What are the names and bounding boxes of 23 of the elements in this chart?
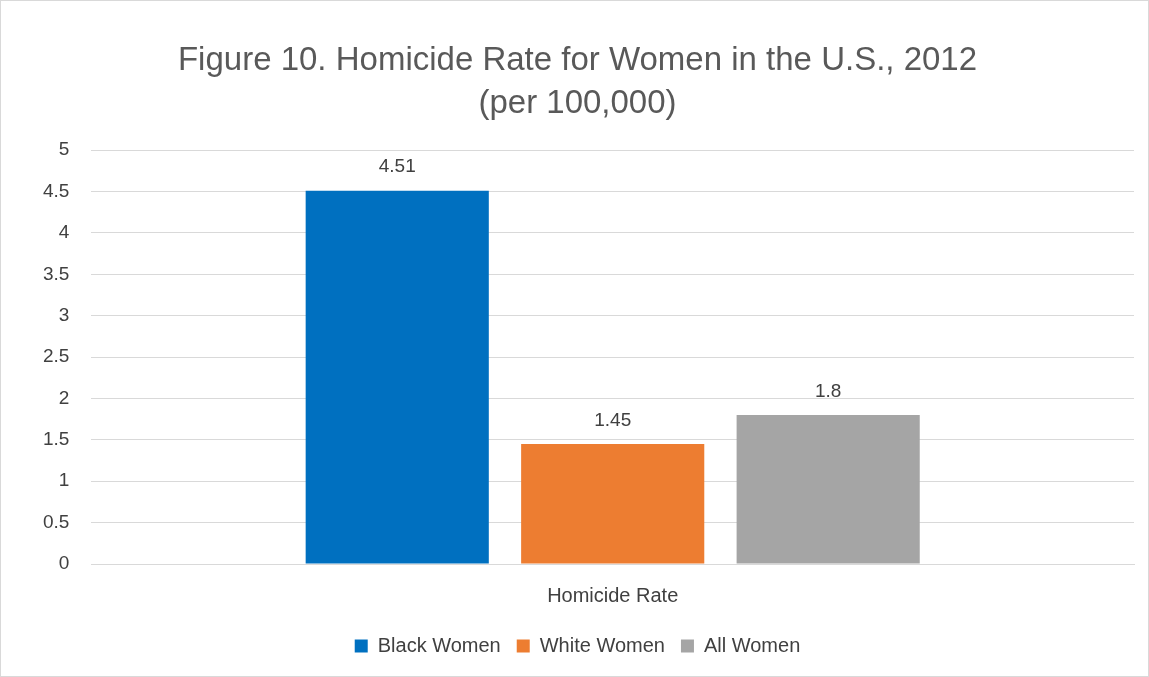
y-tick-label: 5 [58, 138, 70, 160]
legend-label: Black Women [377, 633, 501, 656]
legend-label: All Women [703, 633, 801, 656]
y-tick-label: 1 [58, 469, 70, 491]
data-label: 1.45 [594, 408, 632, 430]
y-tick-label: 3.5 [42, 262, 70, 284]
chart-title: Figure 10. Homicide Rate for Women in the U.S., 2012 [177, 39, 978, 77]
y-tick-label: 0 [58, 552, 70, 574]
y-tick-label: 4.5 [42, 179, 70, 201]
y-tick-label: 1.5 [42, 428, 70, 450]
y-tick-label: 2 [58, 386, 70, 408]
bar [521, 444, 705, 564]
x-tick-label: Homicide Rate [547, 583, 679, 606]
chart-subtitle: (per 100,000) [478, 83, 677, 121]
y-tick-label: 2.5 [42, 345, 70, 367]
y-tick-label: 0.5 [42, 510, 70, 532]
bar [305, 190, 489, 564]
data-label: 4.51 [378, 155, 416, 177]
y-tick-label: 3 [58, 303, 70, 325]
legend-label: White Women [539, 633, 665, 656]
y-tick-label: 4 [58, 221, 70, 243]
data-label: 1.8 [814, 379, 842, 401]
bar [736, 415, 920, 564]
